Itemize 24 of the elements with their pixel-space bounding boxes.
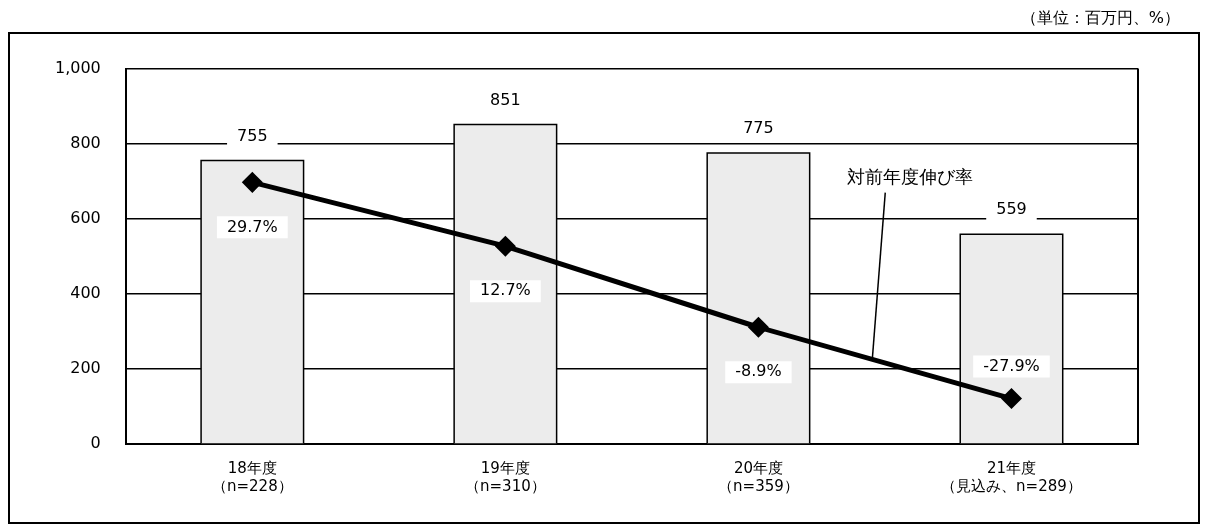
- data-label: -8.9%: [735, 361, 782, 381]
- y-tick-label: 600: [70, 207, 101, 227]
- point: [1001, 389, 1021, 409]
- x-tick-label: 18年度（n=228）: [211, 458, 293, 495]
- data-label: 29.7%: [226, 216, 278, 236]
- data-label: 559: [996, 199, 1027, 219]
- x-tick-label: 21年度（見込み、n=289）: [941, 458, 1082, 495]
- point: [242, 172, 262, 192]
- y-tick-label: 800: [70, 132, 101, 152]
- data-label: -27.9%: [983, 355, 1040, 375]
- y-tick-label: 0: [90, 433, 101, 453]
- text: （単位：百万円、%）: [1020, 8, 1180, 27]
- y-tick-label: 200: [70, 358, 101, 378]
- point: [748, 317, 768, 337]
- y-tick-label: 1,000: [54, 57, 101, 77]
- data-label: 775: [743, 118, 774, 138]
- text: 対前年度伸び率: [847, 166, 974, 188]
- data-label: 755: [237, 125, 268, 145]
- x-tick-label: 19年度（n=310）: [465, 458, 546, 495]
- data-label: 851: [490, 89, 521, 109]
- data-label: 12.7%: [479, 280, 531, 300]
- y-tick-label: 400: [70, 283, 101, 302]
- point: [495, 236, 515, 256]
- x-tick-label: 20年度（n=359）: [718, 458, 799, 495]
